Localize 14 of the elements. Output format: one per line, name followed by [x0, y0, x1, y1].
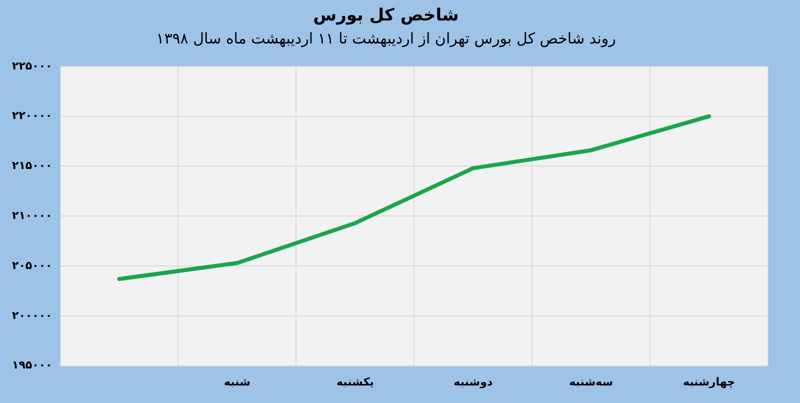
chart-title: شاخص کل بورس: [313, 6, 459, 26]
y-tick-label: ۲۲۰۰۰۰: [12, 109, 52, 122]
x-tick-label: یکشنبه: [336, 375, 374, 388]
x-tick-label: سه‌شنبه: [569, 375, 614, 388]
y-tick-label: ۱۹۵۰۰۰: [12, 358, 52, 372]
y-tick-label: ۲۰۰۰۰۰: [12, 308, 52, 322]
x-tick-label: شنبه: [224, 375, 250, 388]
y-tick-label: ۲۰۵۰۰۰: [12, 258, 52, 272]
chart-subtitle: روند شاخص کل بورس تهران از اردیبهشت تا ۱۱ اردیبهشت ماه سال ۱۳۹۸: [156, 29, 616, 48]
y-tick-label: ۲۲۵۰۰۰: [12, 59, 52, 72]
x-tick-label: چهارشنبه: [682, 375, 736, 388]
y-tick-label: ۲۱۰۰۰۰: [12, 208, 52, 222]
y-tick-label: ۲۱۵۰۰۰: [12, 159, 52, 172]
x-tick-label: دوشنبه: [454, 375, 493, 388]
